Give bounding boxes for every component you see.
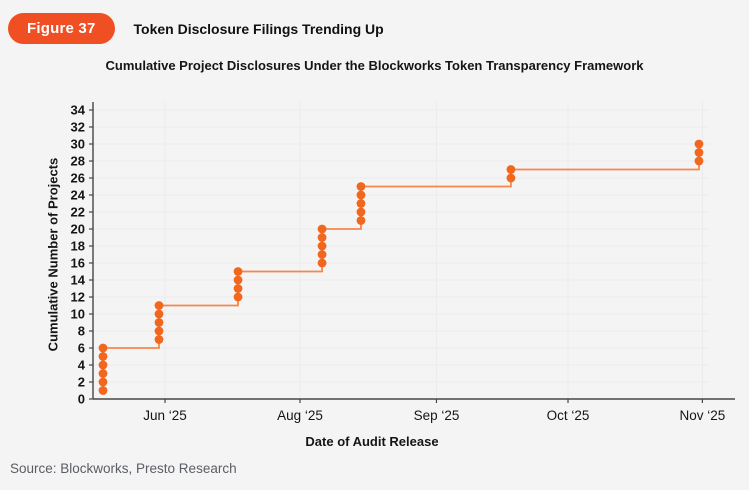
data-point: [356, 207, 366, 217]
data-point: [154, 318, 164, 327]
data-point: [317, 258, 327, 268]
y-tick-label: 20: [71, 222, 85, 237]
data-point: [98, 343, 108, 353]
y-tick-label: 22: [71, 205, 85, 220]
data-point: [317, 250, 327, 259]
data-point: [154, 326, 164, 336]
y-tick-label: 2: [78, 375, 85, 390]
y-tick-label: 34: [71, 103, 86, 118]
y-tick-label: 4: [78, 358, 86, 373]
x-tick-label: Aug ‘25: [277, 408, 323, 423]
data-point: [233, 275, 243, 285]
chart-title: Cumulative Project Disclosures Under the…: [105, 58, 644, 73]
figure-badge: Figure 37: [8, 13, 115, 44]
data-point: [233, 267, 243, 276]
y-tick-label: 16: [71, 256, 85, 271]
data-point: [506, 165, 516, 174]
data-point: [98, 386, 108, 395]
data-point: [154, 301, 164, 310]
data-point: [694, 139, 704, 149]
data-point: [154, 309, 164, 319]
y-tick-label: 26: [71, 171, 85, 186]
y-tick-label: 24: [71, 188, 86, 203]
series-step-line: [102, 144, 700, 391]
figure-header: Figure 37 Token Disclosure Filings Trend…: [8, 13, 384, 44]
x-tick-label: Jun ‘25: [143, 408, 187, 423]
data-point: [356, 190, 366, 200]
y-tick-label: 18: [71, 239, 85, 254]
data-point: [233, 292, 243, 302]
data-point: [317, 224, 327, 234]
data-point: [506, 173, 516, 183]
source-text: Source: Blockworks, Presto Research: [10, 461, 237, 476]
y-tick-label: 0: [78, 392, 85, 407]
data-point: [356, 199, 366, 208]
y-tick-label: 8: [78, 324, 85, 339]
data-point: [98, 352, 108, 361]
data-point: [694, 148, 704, 157]
data-point: [317, 241, 327, 251]
x-tick-label: Sep ‘25: [414, 408, 460, 423]
y-tick-label: 6: [78, 341, 85, 356]
data-point: [356, 182, 366, 191]
figure-title: Token Disclosure Filings Trending Up: [133, 20, 384, 37]
x-axis-label: Date of Audit Release: [305, 434, 438, 449]
data-point: [154, 335, 164, 344]
y-tick-label: 10: [71, 307, 85, 322]
x-tick-label: Oct ‘25: [547, 408, 590, 423]
data-point: [98, 377, 108, 387]
data-point: [317, 233, 327, 242]
y-tick-label: 32: [71, 120, 85, 135]
data-point: [98, 369, 108, 378]
data-point: [694, 156, 704, 166]
y-tick-label: 12: [71, 290, 85, 305]
y-tick-label: 30: [71, 137, 85, 152]
y-tick-label: 28: [71, 154, 85, 169]
data-point: [98, 360, 108, 370]
data-point: [356, 216, 366, 225]
y-tick-label: 14: [71, 273, 86, 288]
data-point: [233, 284, 243, 293]
x-tick-label: Nov ‘25: [679, 408, 725, 423]
